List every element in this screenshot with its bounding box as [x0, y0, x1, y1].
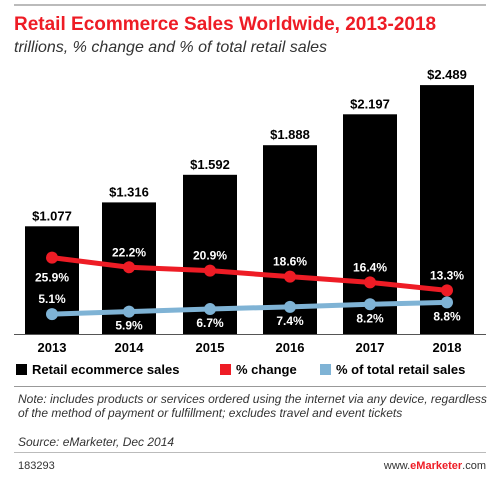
footnote-line: of the method of payment or fulfillment;… — [18, 406, 402, 420]
pct-change-label-2018: 13.3% — [430, 268, 464, 282]
legend: Retail ecommerce sales % change % of total… — [16, 362, 465, 377]
top-rule — [14, 4, 486, 6]
pct-total-point-2018 — [441, 296, 453, 309]
chart-id: 183293 — [18, 460, 55, 472]
pct-change-label-2016: 18.6% — [273, 255, 307, 269]
pct-total-point-2016 — [284, 300, 296, 313]
x-axis-ticks: 2013 2014 2015 2016 2017 2018 — [38, 340, 462, 355]
pct-total-point-2017 — [364, 298, 376, 311]
pct-change-label-2013: 25.9% — [35, 271, 69, 285]
x-tick-2018: 2018 — [433, 340, 462, 355]
pct-total-label-2016: 7.4% — [276, 314, 304, 328]
pct-change-point-2016 — [284, 270, 296, 283]
bar-label-2014: $1.316 — [109, 184, 149, 199]
x-tick-2016: 2016 — [276, 340, 305, 355]
pct-change-line — [51, 255, 448, 293]
pct-total-point-2015 — [204, 303, 216, 316]
baseline — [14, 334, 486, 335]
bar-label-2016: $1.888 — [270, 127, 310, 142]
pct-total-label-2015: 6.7% — [196, 316, 224, 330]
footnote: Note: includes products or services orde… — [18, 392, 487, 420]
pct-change-point-2015 — [204, 264, 216, 277]
site-suffix: .com — [462, 460, 486, 472]
bar-label-2015: $1.592 — [190, 157, 230, 172]
pct-total-label-2013: 5.1% — [38, 292, 66, 306]
bottom-rule — [14, 452, 486, 453]
legend-pct-total-label: % of total retail sales — [336, 362, 465, 377]
pct-total-line — [51, 299, 448, 317]
x-tick-2017: 2017 — [356, 340, 385, 355]
legend-pct-change-label: % change — [236, 362, 297, 377]
pct-total-label-2017: 8.2% — [356, 311, 384, 325]
footnote-line: Note: includes products or services orde… — [18, 392, 487, 406]
x-tick-2015: 2015 — [196, 340, 225, 355]
bar-label-2013: $1.077 — [32, 208, 72, 223]
bar-2017 — [343, 114, 397, 334]
pct-change-point-2018 — [441, 284, 453, 297]
pct-change-label-2015: 20.9% — [193, 249, 227, 263]
pct-total-label-2014: 5.9% — [115, 319, 143, 333]
pct-change-point-2014 — [123, 261, 135, 274]
legend-pct-total-swatch — [320, 364, 331, 375]
chart-title: Retail Ecommerce Sales Worldwide, 2013-2… — [14, 14, 436, 35]
pct-total-point-2013 — [46, 308, 58, 321]
chart-subtitle: trillions, % change and % of total retai… — [14, 39, 327, 56]
legend-pct-change-swatch — [220, 364, 231, 375]
site-prefix: www. — [383, 460, 410, 472]
x-tick-2014: 2014 — [115, 340, 145, 355]
site-brand: eMarketer — [410, 460, 463, 472]
pct-change-point-2013 — [46, 251, 58, 264]
footer-rule — [14, 386, 486, 387]
bar-label-2018: $2.489 — [427, 67, 467, 82]
pct-total-label-2018: 8.8% — [433, 309, 461, 323]
pct-change-point-2017 — [364, 276, 376, 289]
x-tick-2013: 2013 — [38, 340, 67, 355]
legend-sales-swatch — [16, 364, 27, 375]
pct-change-label-2017: 16.4% — [353, 260, 387, 274]
source: Source: eMarketer, Dec 2014 — [18, 435, 174, 449]
pct-change-label-2014: 22.2% — [112, 245, 146, 259]
site-link: www.eMarketer.com — [383, 460, 486, 472]
lines: 25.9% 22.2% 20.9% 18.6% 16.4% 13.3% 5.1% 5.9% 6.… — [35, 245, 464, 332]
pct-total-point-2014 — [123, 305, 135, 318]
bars: $1.077 $1.316 $1.592 $1.888 $2.197 $2.489 — [25, 67, 474, 334]
bar-label-2017: $2.197 — [350, 96, 390, 111]
legend-sales-label: Retail ecommerce sales — [32, 362, 179, 377]
